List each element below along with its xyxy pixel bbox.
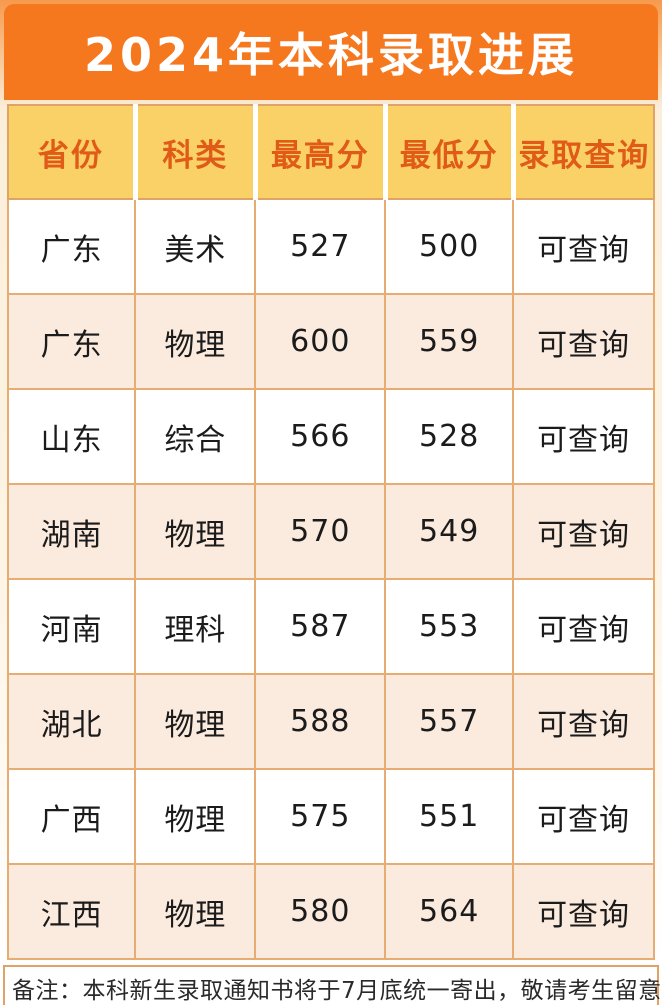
cell-lowest: 500: [384, 198, 515, 295]
cell-query-status: 可查询: [512, 673, 655, 770]
footer-note: 备注：本科新生录取通知书将于7月底统一寄出，敬请考生留意。: [3, 965, 662, 1005]
admission-table-wrap: 省份 科类 最高分 最低分 录取查询 广东 美术 527 500 可查询 广东: [6, 104, 655, 960]
table-row: 广东 美术 527 500 可查询: [6, 198, 655, 295]
cell-lowest: 551: [384, 768, 515, 865]
cell-lowest: 528: [384, 388, 515, 485]
cell-highest: 587: [254, 578, 387, 675]
cell-subject: 物理: [134, 863, 257, 960]
cell-highest: 600: [254, 293, 387, 390]
cell-lowest: 549: [384, 483, 515, 580]
header-subject-category: 科类: [132, 105, 256, 200]
footer-note-text: 备注：本科新生录取通知书将于7月底统一寄出，敬请考生留意。: [12, 978, 662, 1004]
cell-highest: 575: [254, 768, 387, 865]
cell-province: 山东: [6, 388, 137, 485]
cell-lowest: 553: [384, 578, 515, 675]
table-row: 广西 物理 575 551 可查询: [6, 768, 655, 865]
cell-query-status: 可查询: [512, 198, 655, 295]
cell-query-status: 可查询: [512, 863, 655, 960]
table-row: 广东 物理 600 559 可查询: [6, 293, 655, 390]
cell-subject: 物理: [134, 293, 257, 390]
cell-subject: 物理: [134, 483, 257, 580]
cell-highest: 566: [254, 388, 387, 485]
cell-query-status: 可查询: [512, 293, 655, 390]
cell-highest: 588: [254, 673, 387, 770]
poster-title: 2024年本科录取进展: [83, 28, 579, 82]
cell-subject: 理科: [134, 578, 257, 675]
cell-subject: 美术: [134, 198, 257, 295]
cell-highest: 570: [254, 483, 387, 580]
cell-query-status: 可查询: [512, 483, 655, 580]
cell-subject: 物理: [134, 768, 257, 865]
header-admission-query: 录取查询: [510, 105, 654, 200]
cell-province: 湖北: [6, 673, 137, 770]
title-banner: 2024年本科录取进展: [4, 4, 658, 100]
cell-subject: 物理: [134, 673, 257, 770]
table-row: 湖北 物理 588 557 可查询: [6, 673, 655, 770]
cell-query-status: 可查询: [512, 578, 655, 675]
cell-highest: 580: [254, 863, 387, 960]
header-province: 省份: [8, 105, 136, 200]
cell-query-status: 可查询: [512, 768, 655, 865]
table-header-row: 省份 科类 最高分 最低分 录取查询: [8, 105, 654, 200]
cell-lowest: 557: [384, 673, 515, 770]
cell-province: 广东: [6, 198, 137, 295]
table-row: 河南 理科 587 553 可查询: [6, 578, 655, 675]
admission-table: 省份 科类 最高分 最低分 录取查询 广东 美术 527 500 可查询 广东: [6, 104, 655, 960]
table-row: 湖南 物理 570 549 可查询: [6, 483, 655, 580]
table-row: 江西 物理 580 564 可查询: [6, 863, 655, 960]
cell-subject: 综合: [134, 388, 257, 485]
cell-province: 广东: [6, 293, 137, 390]
header-lowest-score: 最低分: [382, 105, 514, 200]
cell-query-status: 可查询: [512, 388, 655, 485]
header-highest-score: 最高分: [252, 105, 386, 200]
cell-province: 湖南: [6, 483, 137, 580]
cell-province: 广西: [6, 768, 137, 865]
cell-province: 河南: [6, 578, 137, 675]
table-row: 山东 综合 566 528 可查询: [6, 388, 655, 485]
cell-lowest: 559: [384, 293, 515, 390]
cell-lowest: 564: [384, 863, 515, 960]
cell-highest: 527: [254, 198, 387, 295]
cell-province: 江西: [6, 863, 137, 960]
